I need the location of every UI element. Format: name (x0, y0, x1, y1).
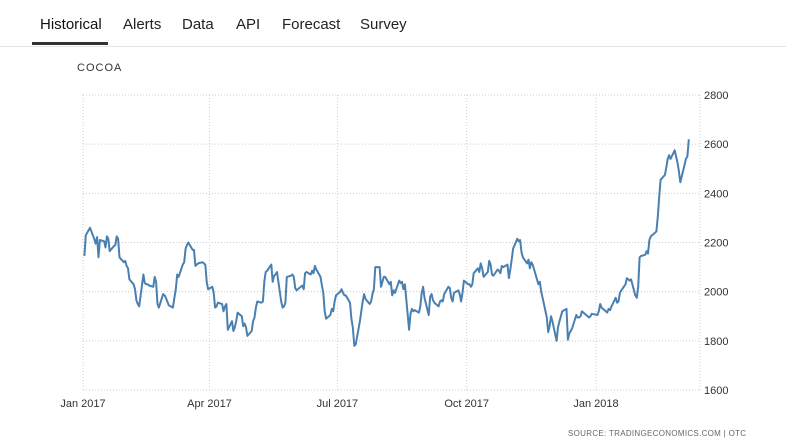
tab-survey[interactable]: Survey (360, 16, 407, 33)
x-tick-label: Oct 2017 (444, 398, 489, 410)
chart-title: COCOA (77, 62, 123, 74)
source-credit: SOURCE: TRADINGECONOMICS.COM | OTC (568, 429, 747, 438)
x-tick-label: Jul 2017 (317, 398, 359, 410)
x-tick-label: Jan 2017 (60, 398, 105, 410)
y-tick-label: 1800 (704, 336, 728, 348)
x-tick-label: Jan 2018 (573, 398, 618, 410)
y-tick-label: 2600 (704, 139, 728, 151)
tab-alerts[interactable]: Alerts (123, 16, 162, 33)
tab-bar: Historical Alerts Data API Forecast Surv… (0, 0, 786, 47)
y-tick-label: 2200 (704, 238, 728, 250)
y-tick-label: 2000 (704, 287, 728, 299)
y-tick-label: 2800 (704, 90, 728, 102)
y-tick-label: 1600 (704, 385, 728, 397)
tab-forecast[interactable]: Forecast (282, 16, 341, 33)
active-tab-indicator (32, 42, 108, 45)
series-line (83, 139, 690, 347)
tab-data[interactable]: Data (182, 16, 214, 33)
y-tick-label: 2400 (704, 188, 728, 200)
x-tick-label: Apr 2017 (187, 398, 232, 410)
tab-historical[interactable]: Historical (40, 16, 102, 33)
tab-api[interactable]: API (236, 16, 261, 33)
